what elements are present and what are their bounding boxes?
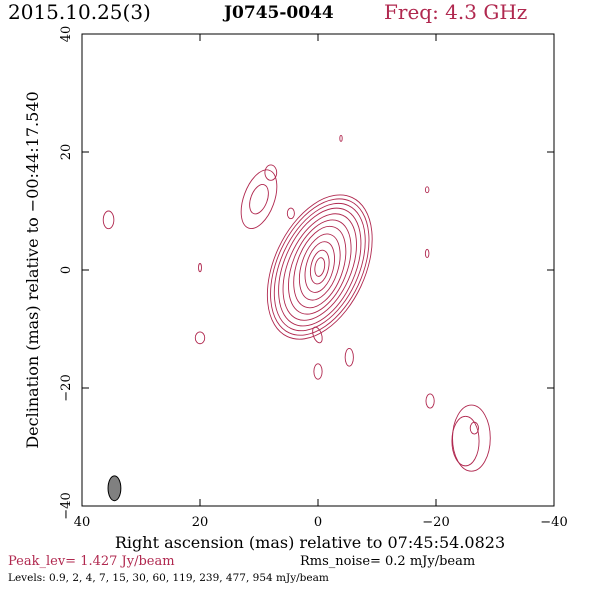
island-contour: [344, 348, 354, 367]
core-contour: [304, 241, 335, 293]
x-tick-label: 20: [192, 515, 209, 530]
beam-ellipse: [107, 475, 122, 502]
island-contour: [198, 263, 202, 273]
core-contour: [298, 233, 341, 301]
y-tick-label: 0: [59, 266, 74, 274]
x-tick-label: 0: [314, 515, 322, 530]
frequency-label: Freq: 4.3 GHz: [384, 0, 528, 24]
island-contour: [339, 135, 343, 142]
island-contour: [286, 207, 295, 220]
island-contour: [240, 169, 278, 229]
island-contour: [312, 326, 323, 344]
source-name: J0745-0044: [224, 3, 334, 23]
x-tick-label: 40: [74, 515, 91, 530]
beam-layer: [107, 475, 122, 502]
core-contour: [288, 219, 352, 315]
core-contour: [270, 198, 370, 336]
island-contour: [469, 421, 479, 435]
y-tick-label: 40: [59, 26, 74, 43]
core-contour: [293, 225, 347, 309]
core-contour: [266, 194, 373, 340]
y-axis-label: Declination (mas) relative to −00:44:17.…: [23, 91, 42, 448]
y-tick-label: −20: [59, 374, 74, 401]
plot-frame: [81, 33, 555, 507]
core-contour: [278, 207, 362, 327]
island-contour: [425, 393, 435, 409]
core-contour: [309, 249, 330, 285]
observation-date: 2015.10.25(3): [8, 0, 151, 24]
island-contour: [424, 186, 430, 194]
island-contour: [249, 184, 269, 215]
peak-level: Peak_lev= 1.427 Jy/beam: [8, 554, 175, 569]
core-contour: [273, 202, 366, 332]
island-contour: [194, 331, 206, 345]
y-tick-label: 20: [59, 144, 74, 161]
island-contour: [424, 248, 430, 259]
x-axis-label: Right ascension (mas) relative to 07:45:…: [115, 533, 505, 552]
island-contour: [313, 363, 323, 380]
x-tick-label: −20: [422, 515, 449, 530]
island-contour: [102, 210, 115, 230]
core-contour: [314, 257, 326, 277]
island-contour: [452, 404, 491, 472]
tick-labels: 40 20 0 −20 −40 −40 −20 0 20 40: [59, 26, 568, 530]
rms-noise: Rms_noise= 0.2 mJy/beam: [300, 554, 476, 569]
core-contour: [282, 213, 357, 321]
contour-layer: [102, 135, 491, 472]
island-contour: [264, 164, 278, 181]
axis-ticks: [81, 33, 555, 507]
contour-levels: Levels: 0.9, 2, 4, 7, 15, 30, 60, 119, 2…: [8, 572, 329, 584]
x-tick-label: −40: [540, 515, 567, 530]
y-tick-label: −40: [59, 492, 74, 519]
island-contour: [451, 415, 480, 467]
